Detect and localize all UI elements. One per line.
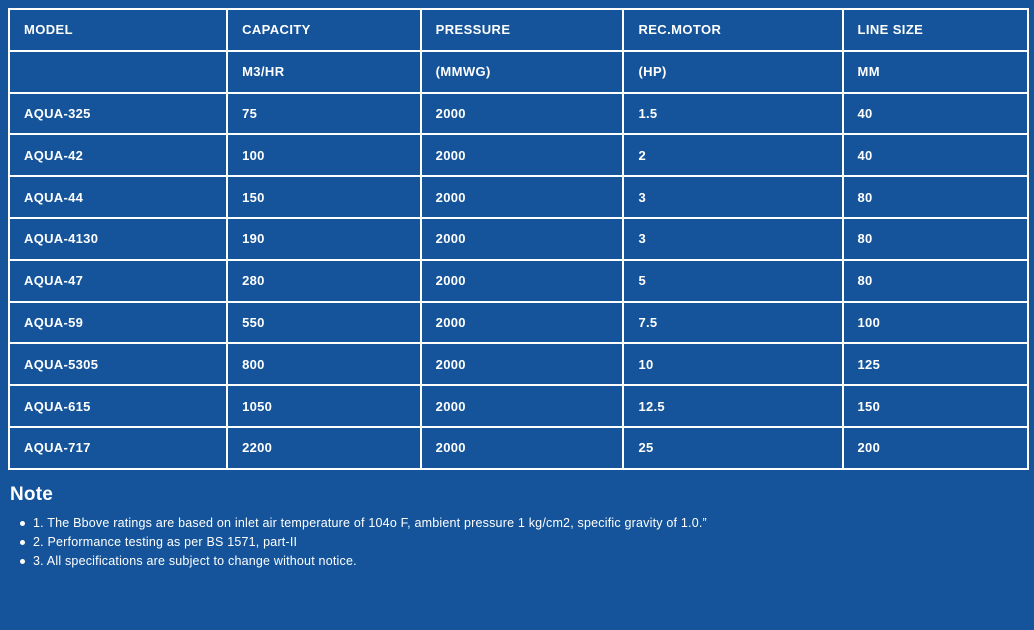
model-cell: AQUA-59 bbox=[7, 300, 229, 345]
table-row: AQUA-59 550 2000 7.5 100 bbox=[7, 300, 1030, 345]
table-cell: 550 bbox=[226, 300, 422, 345]
table-cell: 2000 bbox=[419, 300, 625, 345]
note-item: 3. All specifications are subject to cha… bbox=[10, 552, 1034, 571]
table-cell: 40 bbox=[841, 91, 1030, 136]
column-unit: MM bbox=[841, 49, 1030, 94]
table-cell: 280 bbox=[226, 258, 422, 303]
note-item-text: 1. The Bbove ratings are based on inlet … bbox=[33, 515, 707, 530]
note-list: 1. The Bbove ratings are based on inlet … bbox=[10, 514, 1034, 571]
table-row: AQUA-44 150 2000 3 80 bbox=[7, 175, 1030, 219]
table-cell: 2200 bbox=[226, 425, 422, 470]
table-cell: 2000 bbox=[419, 216, 625, 261]
note-section: Note 1. The Bbove ratings are based on i… bbox=[10, 484, 1034, 571]
table-row: AQUA-717 2200 2000 25 200 bbox=[7, 425, 1030, 470]
table-cell: 2000 bbox=[419, 384, 625, 428]
column-unit: M3/HR bbox=[226, 49, 422, 94]
table-cell: 2000 bbox=[419, 175, 625, 219]
table-cell: 25 bbox=[622, 425, 844, 470]
table-cell: 2000 bbox=[419, 425, 625, 470]
model-cell: AQUA-615 bbox=[7, 384, 229, 428]
note-item-text: 3. All specifications are subject to cha… bbox=[33, 553, 357, 568]
table-cell: 80 bbox=[841, 216, 1030, 261]
header-row: MODEL CAPACITY PRESSURE REC.MOTOR LINE SIZE bbox=[7, 8, 1030, 52]
model-cell: AQUA-44 bbox=[7, 175, 229, 219]
table-cell: 150 bbox=[226, 175, 422, 219]
table-cell: 2 bbox=[622, 133, 844, 178]
bullet-icon bbox=[20, 558, 25, 564]
model-cell: AQUA-5305 bbox=[7, 342, 229, 387]
table-row: AQUA-47 280 2000 5 80 bbox=[7, 258, 1030, 303]
table-row: AQUA-325 75 2000 1.5 40 bbox=[7, 91, 1030, 136]
note-title: Note bbox=[10, 483, 54, 505]
note-item: 1. The Bbove ratings are based on inlet … bbox=[10, 514, 1034, 533]
model-cell: AQUA-325 bbox=[7, 91, 229, 136]
bullet-icon bbox=[20, 539, 25, 545]
model-cell: AQUA-717 bbox=[7, 425, 229, 470]
unit-row: M3/HR (MMWG) (HP) MM bbox=[7, 49, 1030, 94]
table-cell: 190 bbox=[226, 216, 422, 261]
table-row: AQUA-42 100 2000 2 40 bbox=[7, 133, 1030, 178]
table-cell: 100 bbox=[226, 133, 422, 178]
table-cell: 2000 bbox=[419, 342, 625, 387]
table-cell: 80 bbox=[841, 258, 1030, 303]
model-cell: AQUA-42 bbox=[7, 133, 229, 178]
table-head: MODEL CAPACITY PRESSURE REC.MOTOR LINE SIZE … bbox=[7, 8, 1030, 94]
table-cell: 1050 bbox=[226, 384, 422, 428]
table-row: AQUA-615 1050 2000 12.5 150 bbox=[7, 384, 1030, 428]
table-cell: 100 bbox=[841, 300, 1030, 345]
table-cell: 2000 bbox=[419, 258, 625, 303]
column-header: REC.MOTOR bbox=[622, 8, 844, 52]
table-cell: 5 bbox=[622, 258, 844, 303]
table-cell: 150 bbox=[841, 384, 1030, 428]
table-cell: 80 bbox=[841, 175, 1030, 219]
specification-table: MODEL CAPACITY PRESSURE REC.MOTOR LINE SIZE … bbox=[7, 8, 1030, 470]
table-cell: 3 bbox=[622, 216, 844, 261]
table-row: AQUA-4130 190 2000 3 80 bbox=[7, 216, 1030, 261]
bullet-icon bbox=[20, 520, 25, 526]
table-cell: 7.5 bbox=[622, 300, 844, 345]
table-cell: 1.5 bbox=[622, 91, 844, 136]
note-item: 2. Performance testing as per BS 1571, p… bbox=[10, 533, 1034, 552]
table-cell: 2000 bbox=[419, 133, 625, 178]
table-cell: 75 bbox=[226, 91, 422, 136]
column-header: CAPACITY bbox=[226, 8, 422, 52]
column-header: PRESSURE bbox=[419, 8, 625, 52]
table-cell: 3 bbox=[622, 175, 844, 219]
note-item-text: 2. Performance testing as per BS 1571, p… bbox=[33, 534, 298, 549]
column-unit bbox=[7, 49, 229, 94]
column-unit: (HP) bbox=[622, 49, 844, 94]
table-row: AQUA-5305 800 2000 10 125 bbox=[7, 342, 1030, 387]
column-header: MODEL bbox=[7, 8, 229, 52]
column-header: LINE SIZE bbox=[841, 8, 1030, 52]
table-cell: 2000 bbox=[419, 91, 625, 136]
column-unit: (MMWG) bbox=[419, 49, 625, 94]
table-body: AQUA-325 75 2000 1.5 40 AQUA-42 100 2000 2 40 AQUA… bbox=[7, 91, 1030, 470]
table-cell: 800 bbox=[226, 342, 422, 387]
table-cell: 40 bbox=[841, 133, 1030, 178]
table-cell: 125 bbox=[841, 342, 1030, 387]
table-cell: 10 bbox=[622, 342, 844, 387]
table-cell: 12.5 bbox=[622, 384, 844, 428]
model-cell: AQUA-4130 bbox=[7, 216, 229, 261]
model-cell: AQUA-47 bbox=[7, 258, 229, 303]
table-cell: 200 bbox=[841, 425, 1030, 470]
